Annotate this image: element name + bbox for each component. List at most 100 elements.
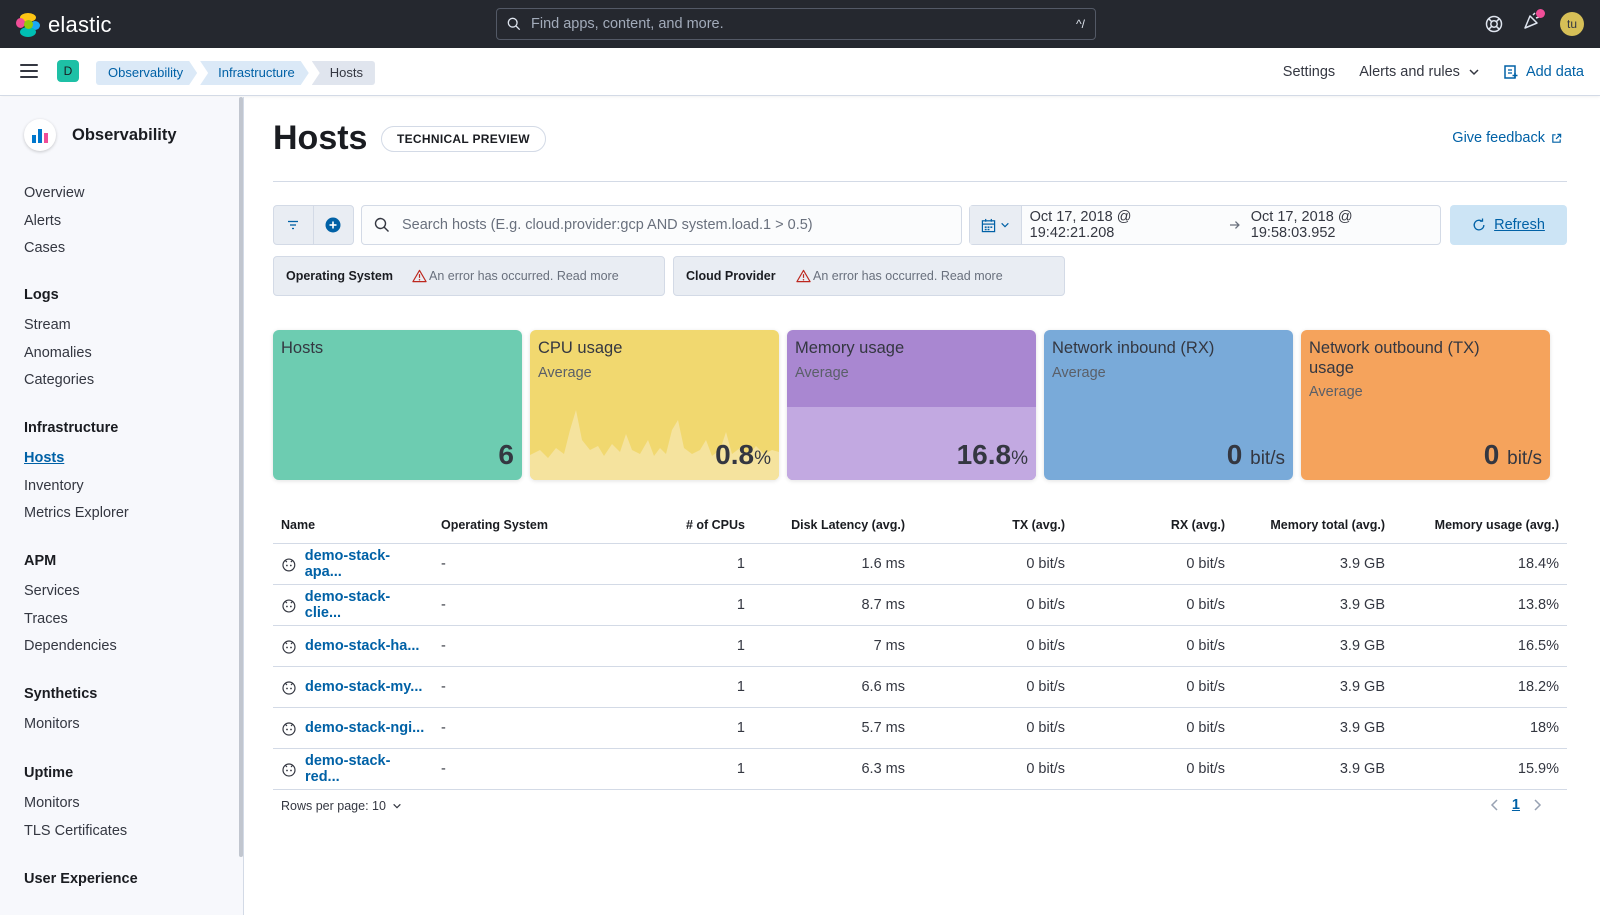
sidebar-item-metrics-explorer[interactable]: Metrics Explorer [24, 505, 129, 521]
cell-tx: 0 bit/s [913, 666, 1073, 708]
cell-operating-system: - [433, 666, 593, 708]
end-date[interactable]: Oct 17, 2018 @ 19:58:03.952 [1250, 209, 1353, 241]
global-search-placeholder: Find apps, content, and more. [531, 16, 724, 32]
os-generic-icon [282, 557, 296, 571]
sidebar-item-stream[interactable]: Stream [24, 317, 71, 333]
refresh-button[interactable]: Refresh [1450, 205, 1567, 245]
column-header-os[interactable]: Operating System [433, 507, 593, 544]
sidebar-item-inventory[interactable]: Inventory [24, 477, 84, 494]
cell-cpu-count: 1 [593, 543, 753, 585]
give-feedback-link[interactable]: Give feedback [1452, 130, 1562, 146]
brand-name: elastic [48, 12, 112, 37]
cell-operating-system: - [433, 707, 593, 749]
operating-system-control[interactable]: Operating System An error has occurred. … [273, 256, 665, 296]
filter-menu-button[interactable] [274, 206, 314, 244]
settings-link[interactable]: Settings [1282, 64, 1336, 80]
page-number-current[interactable]: 1 [1511, 797, 1520, 813]
quick-select-button[interactable] [970, 206, 1022, 244]
column-header-memory-usage[interactable]: Memory usage (avg.) [1393, 507, 1567, 544]
breadcrumb-observability[interactable]: Observability [96, 61, 197, 85]
alerts-and-rules-label: Alerts and rules [1359, 64, 1460, 80]
cell-cpu-count: 1 [593, 748, 753, 790]
cell-rx: 0 bit/s [1073, 707, 1233, 749]
cell-memory-total: 3.9 GB [1233, 666, 1393, 708]
operating-system-label: Operating System [286, 269, 393, 283]
host-link[interactable]: demo-stack-ngi... [305, 719, 425, 736]
sidebar-item-cases[interactable]: Cases [24, 240, 66, 256]
external-link-icon [1552, 133, 1562, 143]
host-link[interactable]: demo-stack-my... [305, 678, 423, 695]
rows-per-page-selector[interactable]: Rows per page: 10 [281, 799, 402, 813]
column-header-memory-total[interactable]: Memory total (avg.) [1233, 507, 1393, 544]
cell-memory-usage: 15.9% [1393, 748, 1567, 790]
start-date[interactable]: Oct 17, 2018 @ 19:42:21.208 [1029, 209, 1132, 241]
sidebar-heading-infrastructure: Infrastructure [24, 420, 119, 436]
global-search-input[interactable]: Find apps, content, and more. ^/ [496, 8, 1096, 40]
space-avatar[interactable]: D [57, 60, 79, 82]
kpi-memory-subtitle: Average [795, 365, 849, 381]
kpi-hosts-value: 6 [498, 439, 514, 470]
chevron-down-icon [393, 803, 401, 809]
host-link[interactable]: demo-stack-apa... [304, 547, 391, 580]
news-feed-button[interactable] [1522, 9, 1545, 36]
next-page-icon[interactable] [1532, 799, 1542, 811]
title-divider [273, 181, 1567, 182]
warning-icon [796, 269, 811, 283]
sidebar-item-synthetics-monitors[interactable]: Monitors [24, 716, 80, 732]
kpi-cpu-subtitle: Average [538, 365, 592, 381]
cloud-provider-control[interactable]: Cloud Provider An error has occurred. Re… [673, 256, 1065, 296]
breadcrumb-infrastructure[interactable]: Infrastructure [200, 61, 309, 85]
sidebar-item-uptime-monitors[interactable]: Monitors [24, 795, 80, 811]
cell-memory-usage: 16.5% [1393, 625, 1567, 667]
cell-host-name: demo-stack-apa... [273, 543, 433, 585]
sidebar-item-tls-certificates[interactable]: TLS Certificates [24, 822, 128, 839]
sidebar-item-overview[interactable]: Overview [24, 185, 85, 201]
elastic-logo[interactable]: elastic [16, 12, 112, 38]
sidebar-item-anomalies[interactable]: Anomalies [24, 344, 92, 361]
notification-dot [1536, 9, 1545, 18]
kpi-cpu-unit: % [754, 448, 771, 469]
user-avatar[interactable]: tu [1560, 11, 1584, 36]
column-header-rx[interactable]: RX (avg.) [1073, 507, 1233, 544]
kpi-memory-value-wrap: 16.8% [957, 439, 1028, 471]
sidebar-item-hosts[interactable]: Hosts [24, 450, 65, 466]
sidebar-heading-apm: APM [24, 553, 57, 569]
sidebar-item-services[interactable]: Services [24, 583, 80, 599]
help-icon[interactable] [1484, 14, 1504, 34]
host-link[interactable]: demo-stack-red... [304, 752, 391, 785]
sidebar-scrollbar[interactable] [239, 97, 243, 857]
column-header-disk-latency[interactable]: Disk Latency (avg.) [753, 507, 913, 544]
cell-disk-latency: 8.7 ms [753, 584, 913, 626]
main-content: Hosts TECHNICAL PREVIEW Give feedback Se… [244, 97, 1600, 915]
cell-tx: 0 bit/s [913, 625, 1073, 667]
alerts-and-rules-menu[interactable]: Alerts and rules [1359, 64, 1480, 80]
previous-page-icon[interactable] [1490, 799, 1500, 811]
add-data-label: Add data [1525, 64, 1584, 80]
technical-preview-badge[interactable]: TECHNICAL PREVIEW [381, 126, 546, 152]
operating-system-error: An error has occurred. Read more [412, 269, 619, 283]
column-header-name[interactable]: Name [273, 507, 433, 544]
column-header-tx[interactable]: TX (avg.) [913, 507, 1073, 544]
host-search-input[interactable]: Search hosts (E.g. cloud.provider:gcp AN… [361, 205, 962, 245]
add-filter-button[interactable] [314, 206, 354, 244]
menu-toggle-icon[interactable] [20, 64, 38, 78]
cloud-provider-error-text[interactable]: An error has occurred. Read more [813, 269, 1003, 283]
sidebar-item-alerts[interactable]: Alerts [24, 212, 62, 229]
add-data-button[interactable]: Add data [1504, 64, 1584, 80]
host-link[interactable]: demo-stack-clie... [304, 588, 391, 621]
sidebar-item-dependencies[interactable]: Dependencies [24, 638, 117, 654]
column-header-cpus[interactable]: # of CPUs [593, 507, 753, 544]
search-icon [507, 17, 521, 31]
sidebar-item-categories[interactable]: Categories [24, 372, 95, 388]
sidebar-item-traces[interactable]: Traces [24, 610, 68, 627]
cloud-provider-label: Cloud Provider [686, 269, 776, 283]
operating-system-error-text[interactable]: An error has occurred. Read more [429, 269, 619, 283]
breadcrumb: Observability Infrastructure Hosts [96, 61, 378, 85]
kpi-rx-unit: bit/s [1250, 448, 1285, 469]
date-picker: Oct 17, 2018 @ 19:42:21.208 Oct 17, 2018… [969, 205, 1441, 245]
cell-memory-usage: 18.2% [1393, 666, 1567, 708]
host-link[interactable]: demo-stack-ha... [305, 637, 420, 654]
calendar-icon [981, 218, 996, 232]
breadcrumb-hosts: Hosts [311, 61, 375, 85]
hosts-table: Name Operating System # of CPUs Disk Lat… [273, 507, 1567, 790]
